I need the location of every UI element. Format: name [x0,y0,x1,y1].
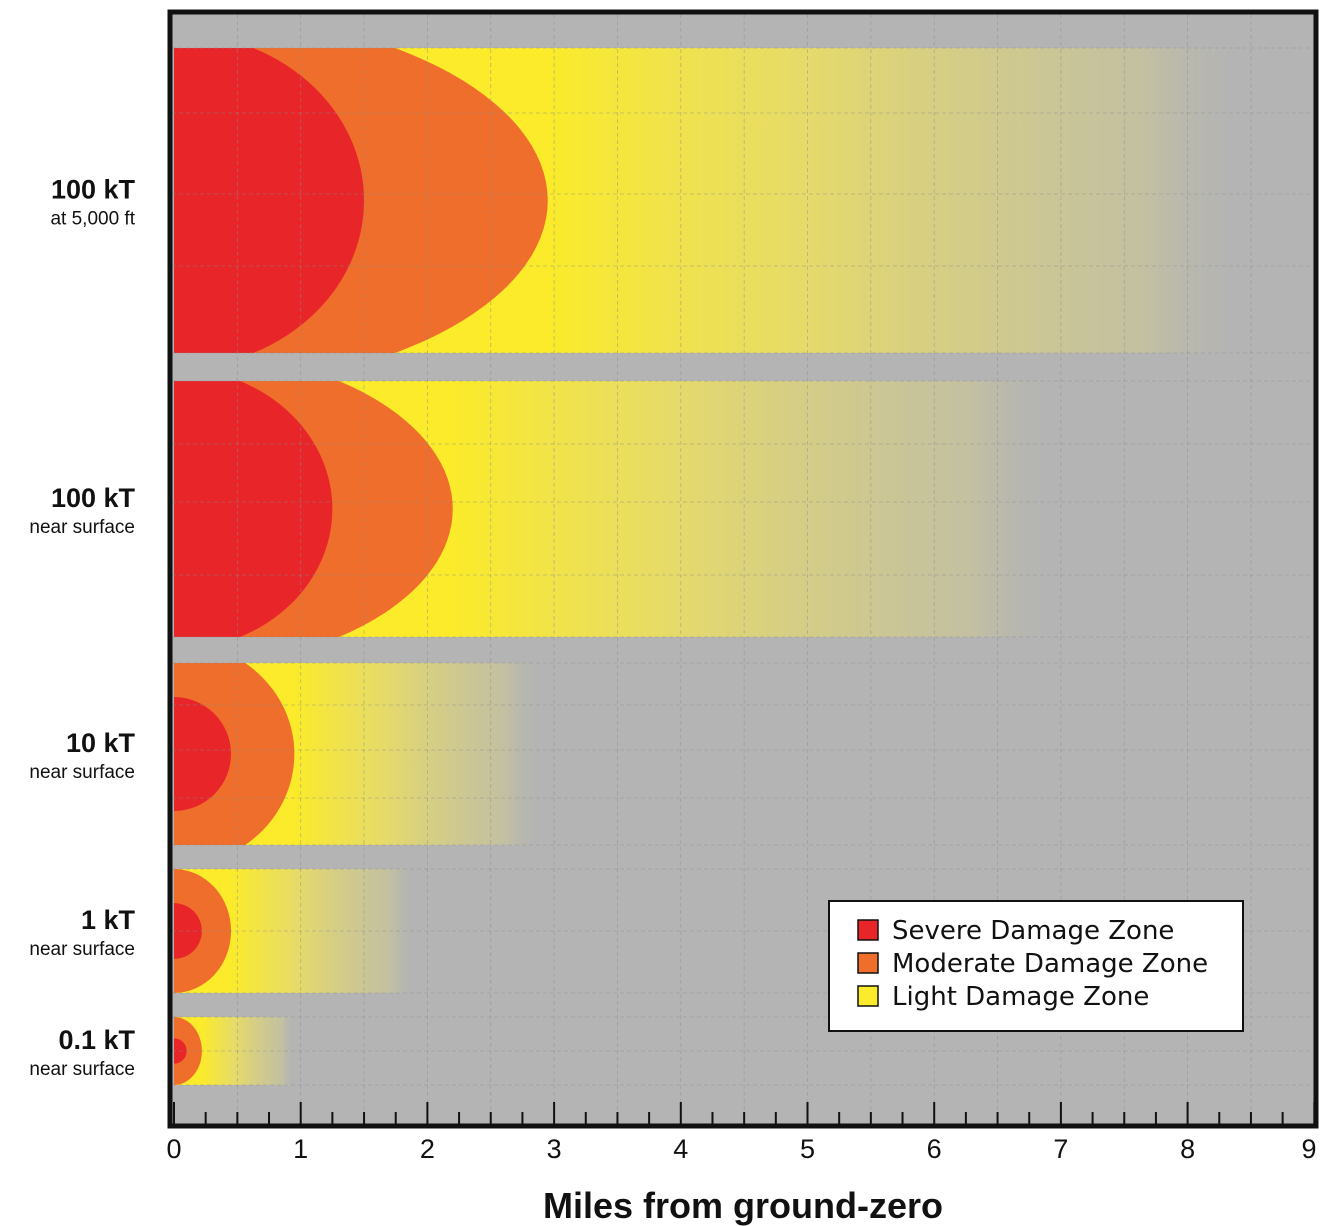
row-label-yield: 0.1 kT [58,1025,135,1055]
row-label-condition: near surface [29,1059,135,1080]
row-label-yield: 100 kT [51,175,136,205]
x-tick-label: 2 [420,1134,435,1164]
x-tick-label: 9 [1301,1134,1316,1164]
x-tick-label: 8 [1180,1134,1195,1164]
bars-layer [172,14,1314,1124]
row-labels: 100 kT at 5,000 ft 100 kT near surface 10 kT… [29,175,135,1081]
row-label-yield: 100 kT [51,483,136,513]
x-tick-label: 3 [547,1134,562,1164]
x-tick-label: 7 [1053,1134,1068,1164]
legend-box [828,900,1244,1032]
legend-swatch-moderate [857,952,879,974]
severe-zone-arc [174,697,231,811]
row-label-condition: at 5,000 ft [50,209,135,230]
severe-zone-arc [174,381,333,637]
x-tick-label: 4 [673,1134,688,1164]
legend-swatch-severe [857,919,879,941]
row-label-condition: near surface [29,762,135,783]
legend-label-moderate: Moderate Damage Zone [892,949,1208,979]
legend-label-light: Light Damage Zone [892,982,1149,1012]
row-label-condition: near surface [29,517,135,538]
plot-frame [167,9,1319,1129]
row-label-condition: near surface [29,939,135,960]
x-axis-title: Miles from ground-zero [543,1185,943,1226]
x-axis: 0 1 2 3 4 5 6 7 8 9 [166,1102,1317,1164]
yield-band [174,663,542,845]
legend-swatch-light [857,985,879,1007]
x-tick-label: 1 [293,1134,308,1164]
yield-band [174,48,1251,353]
x-tick-label: 0 [166,1134,181,1164]
row-label-yield: 1 kT [81,905,136,935]
row-label-yield: 10 kT [66,728,136,758]
x-tick-label: 6 [927,1134,942,1164]
x-tick-label: 5 [800,1134,815,1164]
yield-band [174,381,1061,637]
legend-label-severe: Severe Damage Zone [892,916,1174,946]
severe-zone-arc [174,48,364,353]
